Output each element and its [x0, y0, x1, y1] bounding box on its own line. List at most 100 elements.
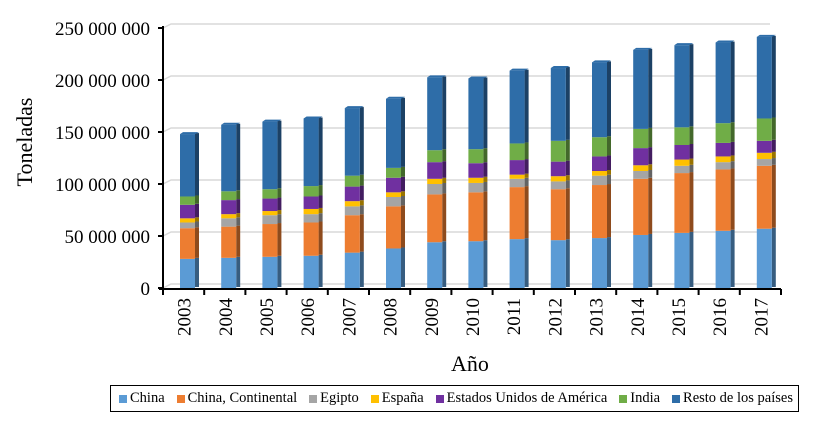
bar-segment [592, 185, 607, 239]
bar-stack [592, 60, 611, 288]
bar-segment [468, 78, 484, 150]
bar-segment [756, 159, 772, 166]
bar-segment [221, 214, 237, 219]
legend-item: Egipto [309, 390, 359, 407]
bar-segment [592, 171, 607, 176]
bar-segment [756, 118, 772, 141]
bar-stack [633, 47, 653, 288]
bar-segment-side [648, 48, 653, 128]
y-tick-label: 150 000 000 [55, 123, 150, 144]
bar-segment [303, 196, 319, 209]
bar-segment-side [401, 97, 405, 167]
bar-segment [715, 42, 731, 124]
legend-label: Estados Unidos de América [446, 390, 608, 406]
bar-segment [674, 173, 690, 233]
x-tick-label: 2015 [669, 298, 690, 336]
bar-segment [592, 62, 607, 138]
bar-segment [221, 226, 237, 258]
bar-segment-side [236, 213, 241, 218]
bar-segment-side [195, 227, 199, 258]
bar-stack [756, 34, 776, 288]
bar-segment-side [730, 122, 735, 142]
legend-label: Resto de los países [683, 390, 793, 406]
stacked-bar-chart: 0 50 000 000 100 000 000 150 000 000 200 000… [12, 19, 782, 376]
bar-segment [427, 150, 443, 163]
bar-segment-side [730, 141, 735, 156]
bar-segment-side [277, 255, 282, 287]
gridline [162, 127, 770, 133]
gridline [162, 75, 770, 81]
bar-segment [303, 186, 319, 197]
bar-segment [509, 239, 525, 288]
bar-segment [633, 128, 649, 149]
bar-segment-side [318, 117, 323, 186]
bar-segment [509, 70, 525, 144]
bar-segment-side [277, 223, 282, 256]
bar-segment [386, 206, 401, 249]
bar-segment [550, 181, 566, 190]
bar-segment-side [401, 166, 405, 177]
x-tick-label: 2010 [463, 298, 484, 336]
bar-segment-side [483, 191, 488, 241]
bar-segment [386, 192, 401, 197]
bar-segment-side [236, 225, 241, 257]
gridline [162, 179, 770, 185]
bar-segment [180, 228, 195, 259]
bar-segment [633, 148, 649, 166]
bar-segment [715, 123, 731, 143]
legend-item: India [619, 390, 660, 407]
legend-item: España [370, 390, 424, 407]
bar-segment-side [236, 190, 241, 200]
bar-top [509, 68, 529, 71]
y-tick-label: 250 000 000 [55, 19, 150, 40]
bar-segment-side [689, 144, 694, 159]
bar-segment [633, 178, 649, 235]
bar-segment-side [401, 196, 405, 206]
bar-segment-side [648, 147, 653, 165]
bar-segment [674, 127, 690, 145]
bar-segment-side [236, 217, 241, 226]
bar-segment [468, 241, 484, 288]
bar-segment-side [442, 177, 447, 183]
bar-segment-side [277, 210, 282, 215]
bar-segment [674, 45, 690, 128]
bar-segment [221, 191, 237, 201]
bar-segment [550, 140, 566, 162]
legend-item: China [119, 390, 165, 407]
bar-segment-side [359, 174, 364, 186]
bar-segment-side [442, 183, 447, 194]
bar-segment-side [524, 177, 529, 187]
bar-segment [180, 222, 195, 229]
bar-segment [592, 156, 607, 171]
bar-segment-side [771, 139, 776, 152]
bar-segment [592, 238, 607, 288]
bar-segment [180, 134, 195, 197]
bar-segment-side [689, 158, 694, 165]
bar-segment-side [195, 133, 199, 196]
bar-segment-side [359, 200, 364, 206]
bar-segment-side [648, 164, 653, 170]
bar-top [180, 132, 199, 135]
bar-segment [633, 171, 649, 179]
bar-segment-side [318, 195, 323, 208]
bar-segment [221, 200, 237, 215]
bar-segment [303, 118, 319, 187]
bar-segment [386, 177, 401, 193]
x-tick-label: 2011 [504, 298, 525, 335]
bar-segment-side [277, 197, 282, 211]
bar-top [344, 106, 364, 109]
bar-segment [344, 215, 360, 253]
bar-segment [509, 174, 525, 179]
bar-top [674, 43, 694, 46]
bar-segment-side [318, 254, 323, 287]
y-tick-label: 200 000 000 [55, 71, 150, 92]
bar-segment [344, 201, 360, 207]
bar-segment [386, 248, 401, 288]
bar-segment-side [565, 160, 570, 176]
gridlines [162, 23, 770, 289]
bar-segment-side [565, 239, 570, 287]
bar-segment-side [359, 251, 364, 287]
bar-segment-side [318, 221, 323, 255]
bar-segment-side [565, 180, 570, 189]
legend-item: Estados Unidos de América [435, 390, 608, 407]
